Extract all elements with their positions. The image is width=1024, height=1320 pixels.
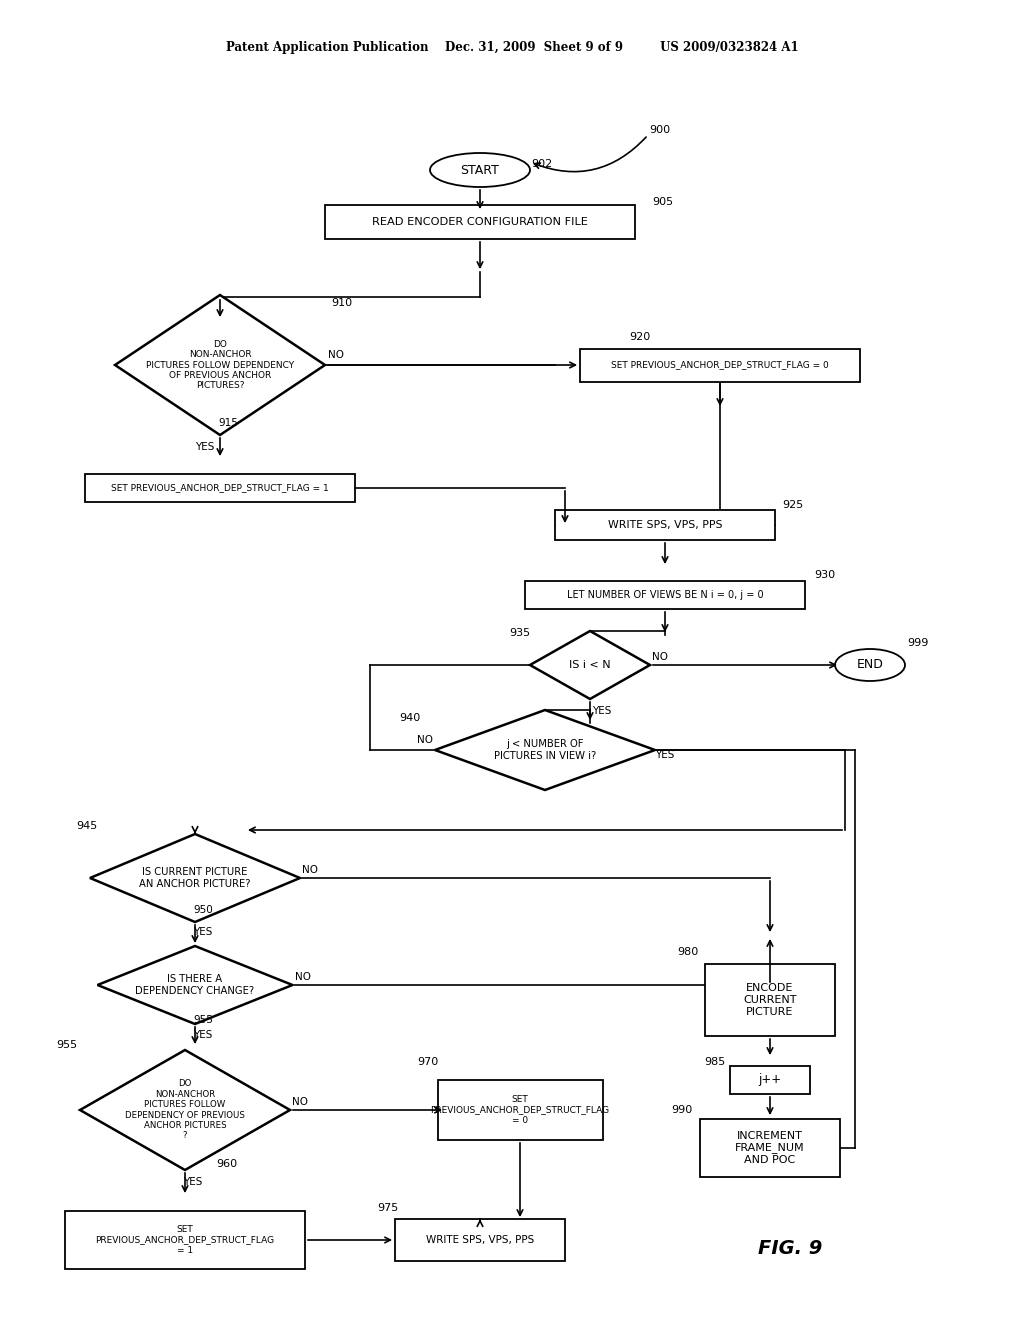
- Text: DO
NON-ANCHOR
PICTURES FOLLOW
DEPENDENCY OF PREVIOUS
ANCHOR PICTURES
?: DO NON-ANCHOR PICTURES FOLLOW DEPENDENCY…: [125, 1080, 245, 1140]
- FancyBboxPatch shape: [705, 964, 835, 1036]
- Text: NO: NO: [328, 350, 344, 360]
- Text: 990: 990: [672, 1105, 692, 1115]
- Polygon shape: [90, 834, 300, 921]
- Text: SET
PREVIOUS_ANCHOR_DEP_STRUCT_FLAG
= 0: SET PREVIOUS_ANCHOR_DEP_STRUCT_FLAG = 0: [430, 1096, 609, 1125]
- FancyBboxPatch shape: [525, 581, 805, 609]
- Text: 915: 915: [218, 418, 238, 428]
- Text: END: END: [856, 659, 884, 672]
- Polygon shape: [80, 1049, 290, 1170]
- Text: 940: 940: [399, 713, 421, 723]
- Text: YES: YES: [196, 442, 215, 451]
- Text: START: START: [461, 164, 500, 177]
- Text: 975: 975: [378, 1203, 398, 1213]
- Text: IS i < N: IS i < N: [569, 660, 610, 671]
- Text: ENCODE
CURRENT
PICTURE: ENCODE CURRENT PICTURE: [743, 983, 797, 1016]
- Text: SET PREVIOUS_ANCHOR_DEP_STRUCT_FLAG = 1: SET PREVIOUS_ANCHOR_DEP_STRUCT_FLAG = 1: [112, 483, 329, 492]
- Text: NO: NO: [302, 865, 318, 875]
- Text: 960: 960: [216, 1159, 238, 1170]
- Text: READ ENCODER CONFIGURATION FILE: READ ENCODER CONFIGURATION FILE: [372, 216, 588, 227]
- Polygon shape: [435, 710, 655, 789]
- FancyBboxPatch shape: [700, 1119, 840, 1177]
- Text: IS CURRENT PICTURE
AN ANCHOR PICTURE?: IS CURRENT PICTURE AN ANCHOR PICTURE?: [139, 867, 251, 888]
- Text: YES: YES: [592, 706, 611, 715]
- Text: LET NUMBER OF VIEWS BE N i = 0, j = 0: LET NUMBER OF VIEWS BE N i = 0, j = 0: [566, 590, 763, 601]
- Polygon shape: [115, 294, 325, 436]
- Text: WRITE SPS, VPS, PPS: WRITE SPS, VPS, PPS: [426, 1236, 535, 1245]
- FancyBboxPatch shape: [555, 510, 775, 540]
- Text: FIG. 9: FIG. 9: [758, 1238, 822, 1258]
- Text: 902: 902: [531, 158, 553, 169]
- Text: 930: 930: [814, 570, 836, 579]
- Text: NO: NO: [292, 1097, 308, 1107]
- Text: DO
NON-ANCHOR
PICTURES FOLLOW DEPENDENCY
OF PREVIOUS ANCHOR
PICTURES?: DO NON-ANCHOR PICTURES FOLLOW DEPENDENCY…: [146, 339, 294, 391]
- Text: NO: NO: [417, 735, 433, 744]
- Text: INCREMENT
FRAME_NUM
AND POC: INCREMENT FRAME_NUM AND POC: [735, 1131, 805, 1166]
- Text: YES: YES: [194, 1030, 213, 1040]
- Text: 955: 955: [194, 1015, 213, 1026]
- Text: SET
PREVIOUS_ANCHOR_DEP_STRUCT_FLAG
= 1: SET PREVIOUS_ANCHOR_DEP_STRUCT_FLAG = 1: [95, 1225, 274, 1255]
- Text: Patent Application Publication    Dec. 31, 2009  Sheet 9 of 9         US 2009/03: Patent Application Publication Dec. 31, …: [225, 41, 799, 54]
- Text: 935: 935: [509, 628, 530, 638]
- Text: SET PREVIOUS_ANCHOR_DEP_STRUCT_FLAG = 0: SET PREVIOUS_ANCHOR_DEP_STRUCT_FLAG = 0: [611, 360, 828, 370]
- Text: 920: 920: [630, 333, 650, 342]
- Ellipse shape: [835, 649, 905, 681]
- Text: j++: j++: [759, 1073, 781, 1086]
- Text: YES: YES: [655, 750, 675, 760]
- Text: YES: YES: [194, 927, 213, 937]
- Text: 910: 910: [332, 298, 352, 308]
- Text: WRITE SPS, VPS, PPS: WRITE SPS, VPS, PPS: [608, 520, 722, 531]
- Text: 945: 945: [77, 821, 97, 832]
- Text: 999: 999: [907, 638, 929, 648]
- Text: 985: 985: [705, 1057, 726, 1067]
- FancyBboxPatch shape: [325, 205, 635, 239]
- Text: 925: 925: [782, 500, 804, 510]
- Text: NO: NO: [652, 652, 668, 663]
- Polygon shape: [530, 631, 650, 700]
- Text: 980: 980: [677, 946, 698, 957]
- FancyBboxPatch shape: [65, 1210, 305, 1269]
- FancyBboxPatch shape: [395, 1218, 565, 1261]
- Text: NO: NO: [295, 972, 311, 982]
- Text: YES: YES: [183, 1177, 203, 1187]
- Text: 955: 955: [56, 1040, 78, 1049]
- FancyBboxPatch shape: [730, 1067, 810, 1094]
- FancyBboxPatch shape: [580, 348, 860, 381]
- Text: j < NUMBER OF
PICTURES IN VIEW i?: j < NUMBER OF PICTURES IN VIEW i?: [494, 739, 596, 760]
- Text: IS THERE A
DEPENDENCY CHANGE?: IS THERE A DEPENDENCY CHANGE?: [135, 974, 255, 995]
- FancyBboxPatch shape: [437, 1080, 602, 1140]
- Polygon shape: [97, 946, 293, 1024]
- Text: 970: 970: [418, 1057, 438, 1067]
- Text: 900: 900: [649, 125, 671, 135]
- Ellipse shape: [430, 153, 530, 187]
- Text: 905: 905: [652, 197, 674, 207]
- FancyBboxPatch shape: [85, 474, 355, 502]
- Text: 950: 950: [194, 906, 213, 915]
